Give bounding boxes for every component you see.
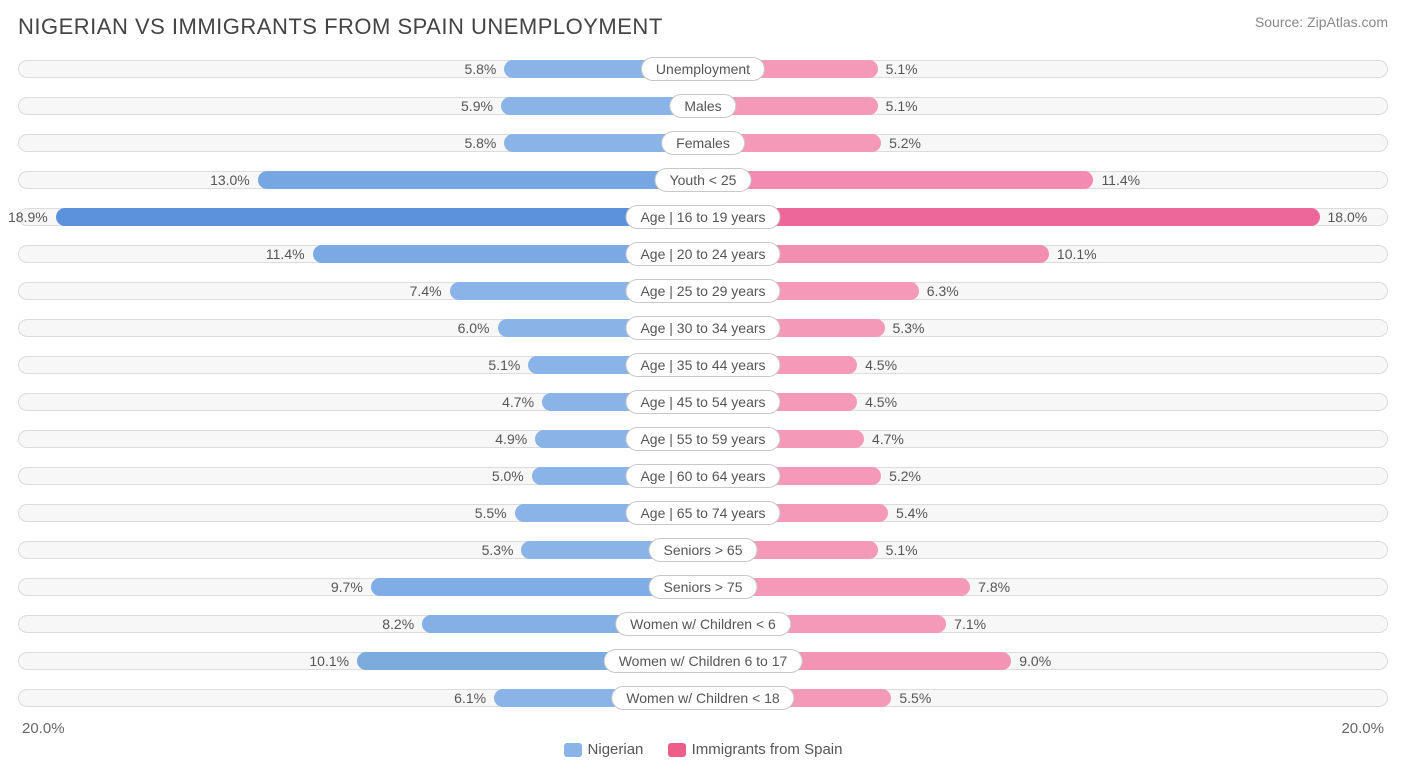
value-right: 5.2% [889,461,921,491]
category-label: Age | 30 to 34 years [625,316,780,340]
value-right: 4.5% [865,387,897,417]
axis-max-left: 20.0% [18,720,703,737]
bar-left [258,171,703,189]
category-label: Age | 25 to 29 years [625,279,780,303]
category-label: Males [669,94,736,118]
value-left: 9.7% [331,572,363,602]
value-left: 8.2% [382,609,414,639]
chart-title: NIGERIAN VS IMMIGRANTS FROM SPAIN UNEMPL… [18,14,663,40]
category-label: Females [661,131,745,155]
chart-row: 6.0% 5.3% Age | 30 to 34 years [18,313,1388,343]
value-left: 11.4% [266,239,305,269]
value-left: 5.0% [492,461,524,491]
value-right: 4.5% [865,350,897,380]
value-left: 6.1% [454,683,486,713]
pyramid-chart: 5.8% 5.1% Unemployment 5.9% 5.1% Males 5.8% 5.2… [18,54,1388,713]
bar-right [703,208,1320,226]
legend-item-left: Nigerian [564,741,644,758]
value-right: 5.5% [899,683,931,713]
value-left: 7.4% [410,276,442,306]
value-left: 5.8% [464,128,496,158]
chart-row: 4.9% 4.7% Age | 55 to 59 years [18,424,1388,454]
category-label: Women w/ Children < 18 [611,686,794,710]
value-right: 5.1% [886,91,918,121]
legend-swatch-right [668,743,686,757]
value-right: 5.1% [886,54,918,84]
chart-row: 5.5% 5.4% Age | 65 to 74 years [18,498,1388,528]
value-left: 5.1% [488,350,520,380]
category-label: Seniors > 75 [649,575,758,599]
value-left: 4.9% [495,424,527,454]
value-right: 5.1% [886,535,918,565]
value-left: 5.9% [461,91,493,121]
chart-row: 5.1% 4.5% Age | 35 to 44 years [18,350,1388,380]
chart-row: 11.4% 10.1% Age | 20 to 24 years [18,239,1388,269]
chart-row: 18.9%18.0%Age | 16 to 19 years [18,202,1388,232]
legend: Nigerian Immigrants from Spain [18,741,1388,761]
value-left: 4.7% [502,387,534,417]
value-right: 11.4% [1101,165,1140,195]
value-left: 18.9% [8,202,48,232]
category-label: Age | 35 to 44 years [625,353,780,377]
legend-label-right: Immigrants from Spain [692,741,843,758]
legend-swatch-left [564,743,582,757]
chart-row: 9.7% 7.8% Seniors > 75 [18,572,1388,602]
chart-row: 13.0% 11.4% Youth < 25 [18,165,1388,195]
value-left: 5.8% [464,54,496,84]
category-label: Age | 65 to 74 years [625,501,780,525]
legend-label-left: Nigerian [588,741,644,758]
value-right: 9.0% [1019,646,1051,676]
value-left: 6.0% [458,313,490,343]
category-label: Seniors > 65 [649,538,758,562]
value-right: 6.3% [927,276,959,306]
chart-row: 4.7% 4.5% Age | 45 to 54 years [18,387,1388,417]
bar-right [703,171,1093,189]
category-label: Women w/ Children 6 to 17 [604,649,803,673]
value-right: 5.3% [893,313,925,343]
value-left: 13.0% [210,165,250,195]
value-right: 7.8% [978,572,1010,602]
chart-row: 8.2% 7.1% Women w/ Children < 6 [18,609,1388,639]
category-label: Age | 16 to 19 years [625,205,780,229]
axis-max-right: 20.0% [703,720,1388,737]
category-label: Age | 20 to 24 years [625,242,780,266]
value-right: 5.4% [896,498,928,528]
chart-row: 5.8% 5.2% Females [18,128,1388,158]
value-right: 7.1% [954,609,986,639]
value-right: 18.0% [1328,202,1368,232]
chart-row: 5.8% 5.1% Unemployment [18,54,1388,84]
chart-row: 5.9% 5.1% Males [18,91,1388,121]
legend-item-right: Immigrants from Spain [668,741,843,758]
value-right: 4.7% [872,424,904,454]
value-left: 5.5% [475,498,507,528]
category-label: Age | 55 to 59 years [625,427,780,451]
category-label: Unemployment [641,57,765,81]
value-right: 10.1% [1057,239,1097,269]
bar-left [56,208,703,226]
chart-row: 10.1% 9.0% Women w/ Children 6 to 17 [18,646,1388,676]
source-attribution: Source: ZipAtlas.com [1255,14,1388,30]
category-label: Age | 45 to 54 years [625,390,780,414]
chart-row: 5.0% 5.2% Age | 60 to 64 years [18,461,1388,491]
chart-row: 5.3% 5.1% Seniors > 65 [18,535,1388,565]
chart-row: 7.4% 6.3% Age | 25 to 29 years [18,276,1388,306]
category-label: Age | 60 to 64 years [625,464,780,488]
chart-row: 6.1% 5.5% Women w/ Children < 18 [18,683,1388,713]
category-label: Women w/ Children < 6 [615,612,791,636]
value-left: 5.3% [482,535,514,565]
category-label: Youth < 25 [655,168,752,192]
value-left: 10.1% [309,646,349,676]
value-right: 5.2% [889,128,921,158]
axis-row: 20.0% 20.0% [18,720,1388,737]
